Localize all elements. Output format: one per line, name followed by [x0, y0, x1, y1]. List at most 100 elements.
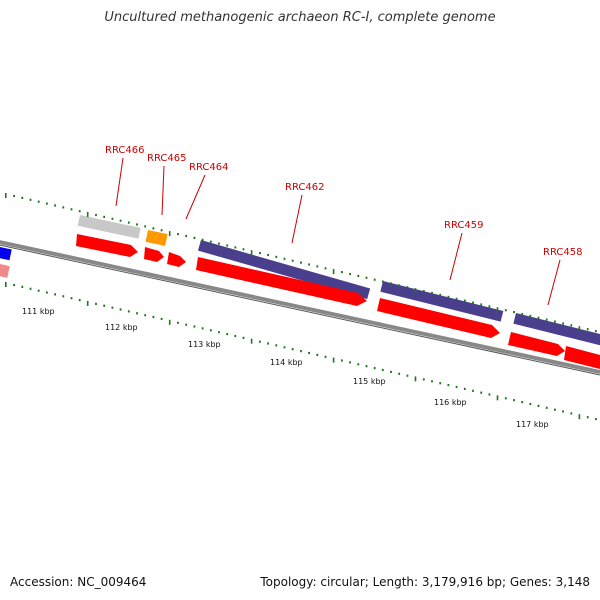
genome-stats-text: Topology: circular; Length: 3,179,916 bp… — [260, 575, 590, 589]
lower-tick — [504, 397, 507, 400]
lower-tick — [529, 402, 532, 406]
upper-tick — [103, 215, 106, 218]
lower-tick — [218, 331, 220, 334]
upper-tick — [431, 291, 433, 295]
upper-tick — [95, 213, 97, 217]
lower-tick — [300, 350, 302, 353]
lower-tick — [267, 342, 269, 345]
upper-tick — [365, 276, 368, 279]
upper-tick — [422, 290, 425, 293]
lower-tick — [46, 291, 48, 294]
gene-label-rrc459[interactable]: RRC459 — [444, 220, 483, 231]
lower-tick — [554, 408, 556, 411]
lower-tick — [373, 367, 376, 370]
gene-red-1[interactable] — [76, 234, 138, 257]
lower-tick — [578, 414, 581, 420]
lower-tick — [54, 293, 56, 296]
cds-purple-1[interactable] — [197, 239, 371, 300]
callout-rrc459 — [449, 232, 463, 281]
gene-red-7[interactable] — [564, 346, 600, 369]
upper-tick — [29, 198, 32, 201]
lower-tick — [390, 370, 392, 373]
gene-label-rrc465[interactable]: RRC465 — [147, 153, 186, 164]
gene-blue-fragment[interactable] — [0, 246, 12, 261]
tick-row-lower — [5, 282, 597, 421]
gene-orange[interactable] — [145, 230, 168, 246]
lower-tick — [455, 385, 458, 389]
upper-tick — [160, 229, 163, 232]
lower-tick — [13, 283, 15, 287]
map-title: Uncultured methanogenic archaeon RC-I, c… — [104, 10, 496, 25]
lower-tick — [136, 312, 138, 315]
lower-tick — [5, 282, 7, 287]
lower-tick — [496, 395, 499, 401]
upper-tick — [119, 219, 122, 222]
kbp-label-111: 111 kbp — [22, 307, 55, 316]
gene-label-rrc458[interactable]: RRC458 — [543, 247, 582, 258]
upper-tick — [349, 272, 351, 276]
gene-label-rrc464[interactable]: RRC464 — [189, 162, 228, 173]
gene-red-6[interactable] — [508, 332, 565, 356]
callout-rrc458 — [547, 259, 561, 306]
upper-tick — [455, 297, 458, 300]
upper-tick — [21, 196, 24, 199]
lower-tick — [545, 406, 548, 409]
upper-tick — [570, 324, 573, 327]
gene-red-3[interactable] — [167, 252, 186, 267]
upper-tick — [308, 263, 310, 266]
upper-tick — [201, 238, 204, 241]
cds-purple-2[interactable] — [380, 281, 504, 322]
upper-tick — [513, 311, 515, 314]
gene-label-rrc462[interactable]: RRC462 — [285, 182, 324, 193]
upper-tick — [250, 250, 253, 256]
gene-red-4[interactable] — [196, 257, 367, 306]
lower-tick — [341, 359, 343, 362]
lower-tick — [234, 334, 237, 338]
upper-tick — [127, 221, 130, 224]
upper-tick — [578, 326, 581, 332]
tick-row-upper — [5, 193, 597, 333]
upper-tick — [136, 223, 138, 226]
lower-tick — [95, 302, 97, 305]
kbp-label-112: 112 kbp — [105, 323, 138, 332]
label-callouts — [115, 157, 561, 306]
lower-tick — [250, 338, 253, 344]
lower-tick — [472, 389, 474, 392]
lower-tick — [103, 304, 106, 307]
lower-tick — [537, 404, 540, 407]
lower-tick — [447, 384, 450, 387]
lower-tick — [431, 380, 433, 383]
lower-tick — [398, 372, 401, 375]
upper-tick — [267, 253, 269, 257]
gene-pink-fragment[interactable] — [0, 264, 10, 278]
upper-tick — [5, 193, 7, 198]
upper-tick — [398, 284, 401, 287]
upper-tick — [586, 328, 589, 331]
lower-tick — [70, 297, 73, 300]
kbp-label-113: 113 kbp — [188, 340, 221, 349]
lower-tick — [381, 368, 384, 372]
upper-tick — [373, 278, 376, 281]
gene-red-5[interactable] — [377, 298, 500, 338]
lower-tick — [127, 310, 130, 313]
upper-tick — [381, 280, 384, 283]
gene-red-2[interactable] — [144, 247, 164, 262]
upper-tick — [86, 212, 89, 217]
upper-tick — [529, 314, 532, 317]
upper-tick — [218, 242, 220, 245]
callout-rrc465 — [161, 165, 165, 216]
kbp-label-115: 115 kbp — [353, 377, 386, 386]
upper-tick — [463, 299, 466, 302]
lower-tick — [259, 340, 261, 343]
lower-tick — [349, 361, 351, 364]
lower-tick — [185, 323, 188, 326]
upper-tick — [496, 307, 499, 313]
gene-gray[interactable] — [77, 214, 141, 239]
cds-purple-3[interactable] — [513, 313, 600, 346]
upper-tick — [488, 305, 491, 308]
upper-tick — [111, 217, 114, 220]
lower-tick — [480, 391, 483, 394]
upper-tick — [414, 288, 417, 294]
gene-label-rrc466[interactable]: RRC466 — [105, 145, 144, 156]
